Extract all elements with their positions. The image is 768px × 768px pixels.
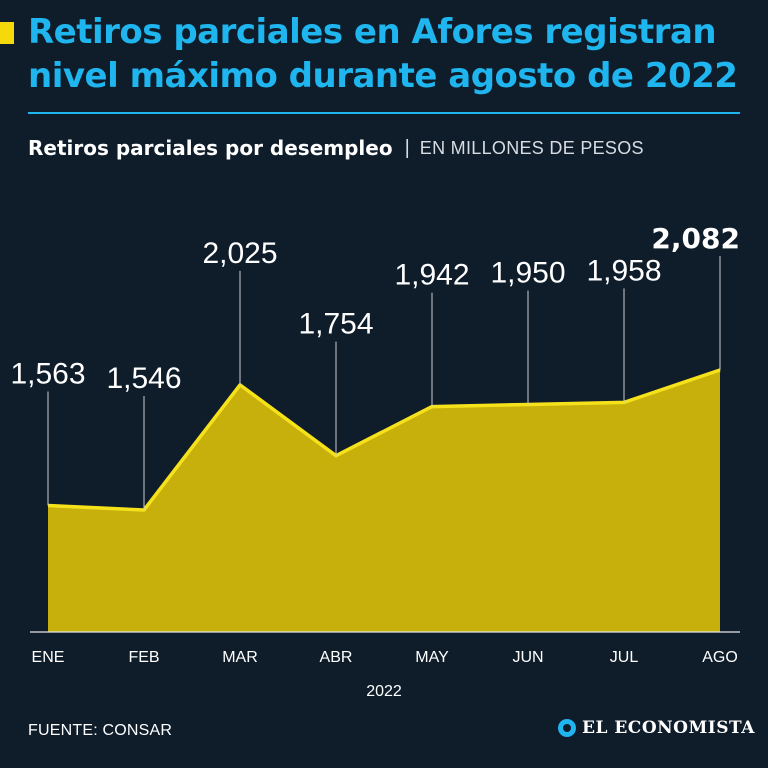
data-label: 1,950 [490,256,565,289]
x-tick-label: JUN [512,649,543,666]
subtitle-text: Retiros parciales por desempleo [28,136,393,160]
series-line [47,368,721,512]
x-tick-label: ENE [32,649,65,666]
data-label: 2,082 [651,222,740,255]
x-axis-title: 2022 [366,683,402,700]
data-label: 1,754 [298,308,373,341]
x-tick-label: FEB [128,649,159,666]
source-note: FUENTE: CONSAR [28,722,173,739]
logo-icon [558,719,576,737]
publisher-logo: EL ECONOMISTA [558,718,755,738]
title-accent-bar [0,22,14,44]
title-divider [28,112,740,114]
area-fill [48,370,720,632]
data-label: 1,563 [10,358,85,391]
logo-text: EL ECONOMISTA [582,718,755,738]
x-tick-label: ABR [320,649,353,666]
chart-title: Retiros parciales en Afores registran ni… [28,12,738,96]
chart-subtitle: Retiros parciales por desempleo | EN MIL… [28,136,644,160]
unit-label: EN MILLONES DE PESOS [419,137,644,158]
data-label: 1,958 [586,254,661,287]
data-label: 1,546 [106,362,181,395]
data-label: 2,025 [202,237,277,270]
data-label: 1,942 [394,259,469,292]
x-tick-label: MAR [222,649,258,666]
x-tick-label: JUL [610,649,639,666]
subtitle-separator: | [404,136,410,159]
x-tick-label: AGO [702,649,738,666]
x-tick-label: MAY [415,649,449,666]
